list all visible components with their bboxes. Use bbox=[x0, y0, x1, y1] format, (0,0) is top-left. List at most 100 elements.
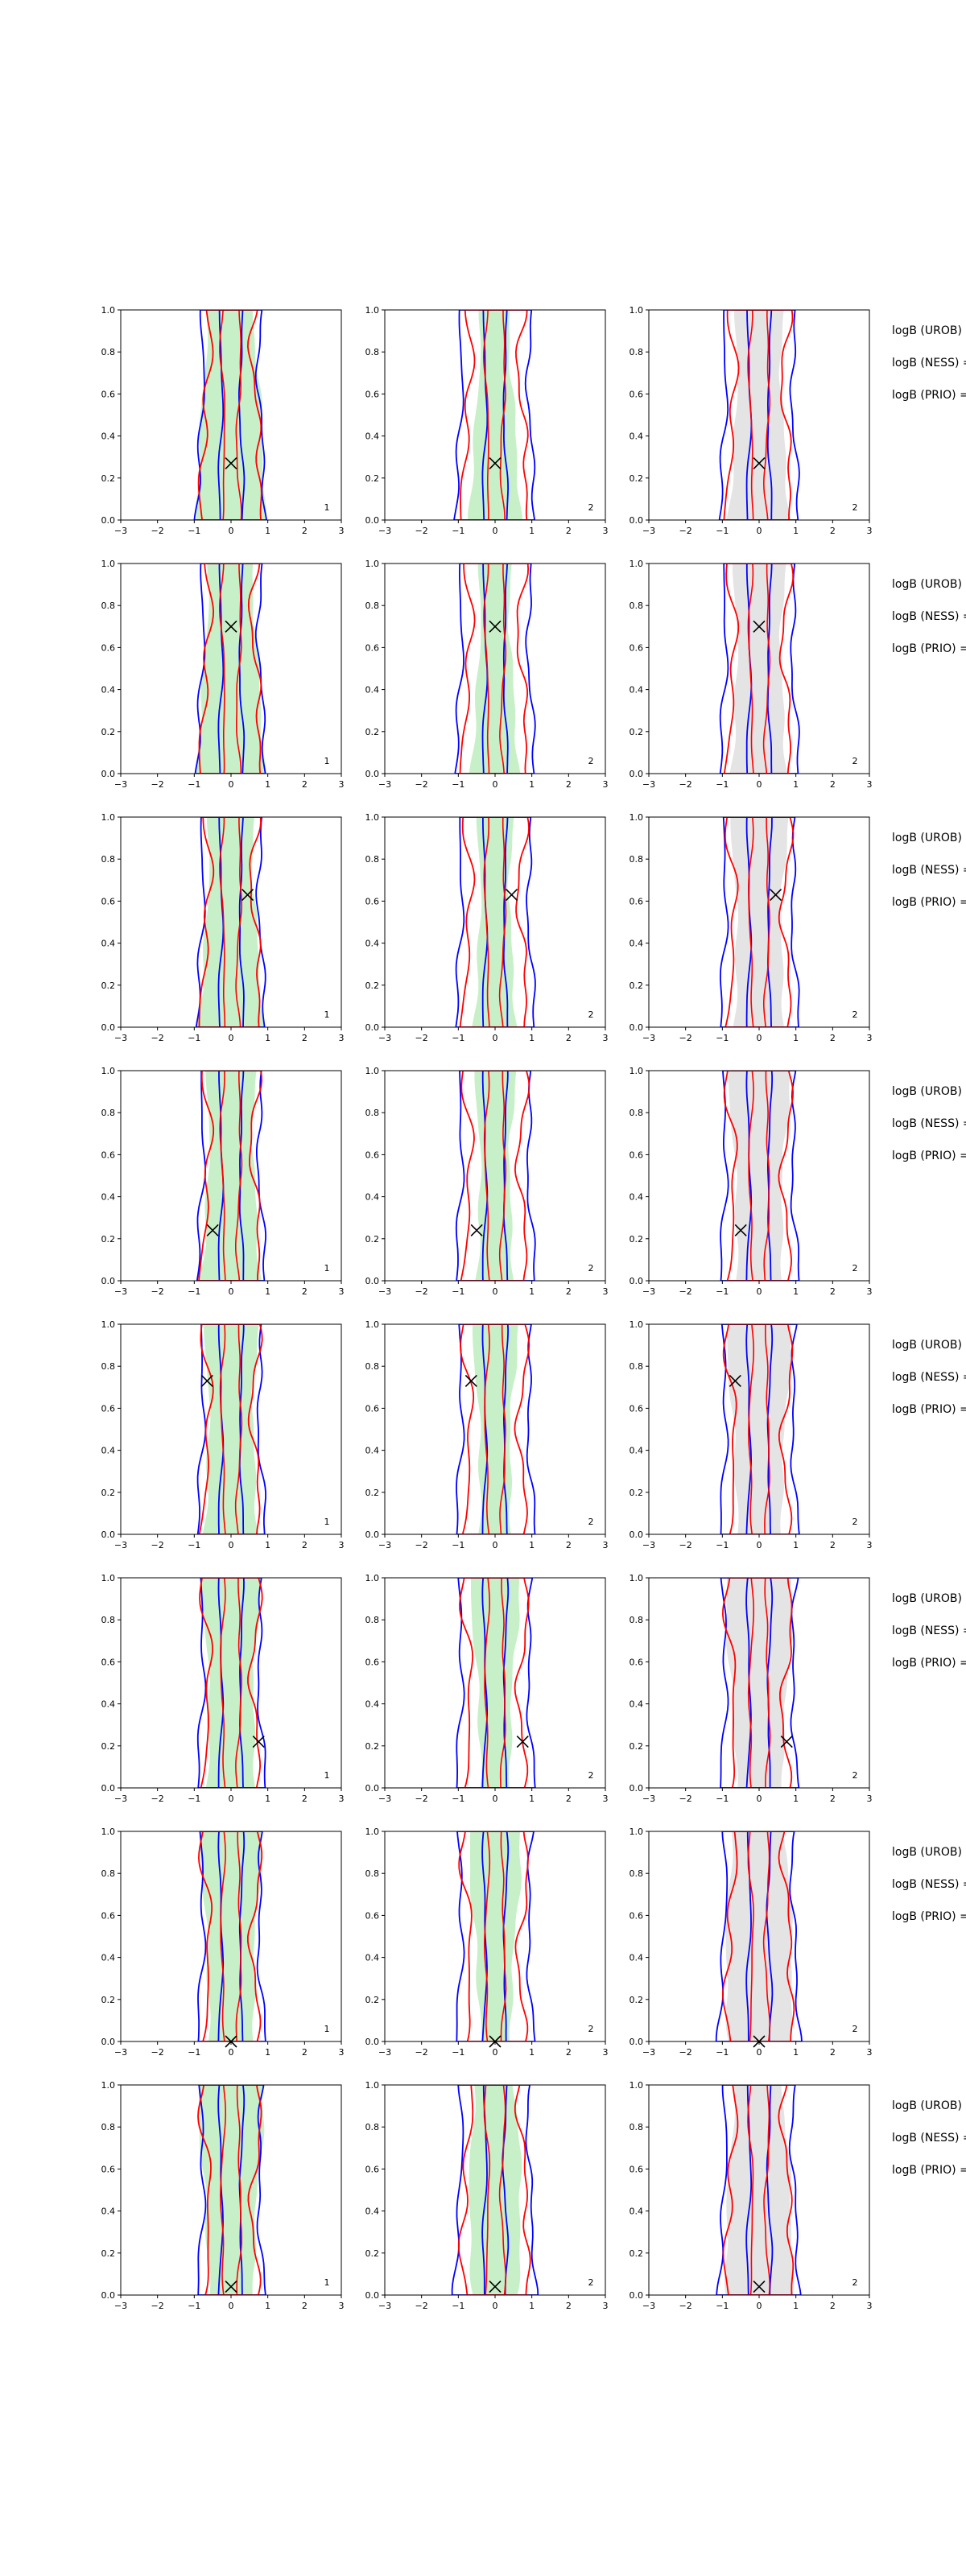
y-tick-label: 0.2 bbox=[365, 1741, 380, 1752]
x-tick-label: 0 bbox=[757, 1286, 762, 1297]
x-tick-label: −1 bbox=[716, 2047, 729, 2058]
red-outer-contour bbox=[722, 1324, 794, 1534]
blue-outer-contour bbox=[718, 310, 800, 520]
x-tick-label: −2 bbox=[679, 526, 692, 536]
x-tick-label: −2 bbox=[415, 526, 428, 536]
blue-outer-contour bbox=[720, 1578, 800, 1788]
panel-r4-c2: −3 −2 −1 0 1 2 3 0.0 0.2 0.4 0.6 0.8 1.0 2 bbox=[365, 1066, 609, 1297]
x-tick-label: 2 bbox=[566, 1286, 572, 1297]
x-tick-label: 2 bbox=[830, 1794, 836, 1804]
x-tick-label: −2 bbox=[151, 1033, 164, 1043]
x-tick-label: −2 bbox=[151, 526, 164, 536]
blue-inner-contour bbox=[745, 1831, 774, 2041]
side-label-1: logB (UROB) = bbox=[892, 324, 966, 337]
y-tick-label: 0.0 bbox=[630, 1530, 644, 1540]
x-tick-label: 0 bbox=[229, 526, 234, 536]
y-tick-label: 0.6 bbox=[630, 642, 644, 653]
blue-outer-contour bbox=[451, 2085, 539, 2295]
x-tick-label: 1 bbox=[265, 2301, 270, 2311]
y-tick-label: 0.0 bbox=[101, 769, 116, 779]
side-label-2: logB (NESS) = bbox=[892, 1117, 966, 1130]
x-tick-label: 0 bbox=[229, 2301, 234, 2311]
panel-r3-c1: −3 −2 −1 0 1 2 3 0.0 0.2 0.4 0.6 0.8 1.0 1 bbox=[101, 812, 345, 1043]
x-tick-label: −2 bbox=[151, 1794, 164, 1804]
panel-r8-c3: −3 −2 −1 0 1 2 3 0.0 0.2 0.4 0.6 0.8 1.0 2 bbox=[630, 2080, 873, 2311]
density-fill bbox=[196, 310, 266, 520]
panel-r3-c3: −3 −2 −1 0 1 2 3 0.0 0.2 0.4 0.6 0.8 1.0 2 bbox=[630, 812, 873, 1043]
blue-outer-contour bbox=[719, 564, 800, 774]
y-tick-label: 0.4 bbox=[365, 431, 380, 442]
red-inner-contour bbox=[748, 1071, 770, 1281]
x-tick-label: −3 bbox=[642, 1794, 655, 1804]
panel-annotation: 2 bbox=[852, 2024, 858, 2034]
x-tick-label: −3 bbox=[642, 526, 655, 536]
x-tick-label: 3 bbox=[867, 2301, 873, 2311]
blue-outer-contour bbox=[453, 310, 536, 520]
blue-outer-contour bbox=[197, 1831, 266, 2041]
y-tick-label: 1.0 bbox=[101, 1827, 116, 1837]
x-tick-label: −1 bbox=[188, 1033, 200, 1043]
x-tick-label: 3 bbox=[867, 526, 873, 536]
y-tick-label: 0.6 bbox=[101, 896, 116, 906]
y-tick-label: 0.2 bbox=[365, 1488, 380, 1498]
blue-outer-contour bbox=[193, 310, 268, 520]
red-inner-contour bbox=[219, 1071, 243, 1281]
red-outer-contour bbox=[460, 1071, 530, 1281]
density-fill bbox=[726, 310, 791, 520]
marker-x bbox=[753, 620, 766, 633]
x-tick-label: 2 bbox=[830, 2047, 836, 2058]
x-tick-label: −1 bbox=[452, 1033, 464, 1043]
x-tick-label: 1 bbox=[793, 1033, 799, 1043]
panel-annotation: 2 bbox=[852, 502, 858, 513]
y-tick-label: 0.6 bbox=[101, 1657, 116, 1667]
y-tick-label: 0.2 bbox=[630, 1995, 644, 2005]
density-fill bbox=[726, 1578, 794, 1788]
red-inner-contour bbox=[483, 817, 507, 1027]
density-fill bbox=[199, 2085, 265, 2295]
panel-row-3: −3 −2 −1 0 1 2 3 0.0 0.2 0.4 0.6 0.8 1.0 1 −3 −2 −1 0 1 2 3 0… bbox=[101, 812, 966, 1043]
x-tick-label: 0 bbox=[493, 1540, 498, 1550]
y-tick-label: 1.0 bbox=[630, 305, 644, 316]
panel-annotation: 2 bbox=[588, 1263, 594, 1274]
x-tick-label: 1 bbox=[793, 2301, 799, 2311]
blue-inner-contour bbox=[481, 817, 509, 1027]
x-tick-label: −1 bbox=[452, 526, 464, 536]
x-tick-label: 0 bbox=[229, 779, 234, 790]
blue-outer-contour bbox=[195, 817, 266, 1027]
marker-x bbox=[252, 1736, 265, 1748]
red-inner-contour bbox=[219, 310, 242, 520]
x-tick-label: 3 bbox=[339, 779, 345, 790]
y-tick-label: 0.8 bbox=[101, 1615, 116, 1625]
x-tick-label: −3 bbox=[642, 1286, 655, 1297]
blue-inner-contour bbox=[745, 310, 773, 520]
marker-x bbox=[206, 1224, 219, 1236]
panel-annotation: 2 bbox=[588, 2277, 594, 2288]
side-label-2: logB (NESS) = bbox=[892, 357, 966, 369]
x-tick-label: 1 bbox=[265, 1033, 270, 1043]
red-inner-contour bbox=[484, 1578, 506, 1788]
x-tick-label: 2 bbox=[830, 1540, 836, 1550]
x-tick-label: −2 bbox=[679, 1540, 692, 1550]
x-tick-label: 0 bbox=[493, 779, 498, 790]
y-tick-label: 1.0 bbox=[101, 559, 116, 569]
side-label-2: logB (NESS) = bbox=[892, 2132, 966, 2145]
red-inner-contour bbox=[220, 1831, 242, 2041]
y-tick-label: 0.2 bbox=[101, 1488, 116, 1498]
red-outer-contour bbox=[197, 2085, 262, 2295]
x-tick-label: −3 bbox=[378, 779, 391, 790]
red-outer-contour bbox=[198, 1071, 263, 1281]
y-tick-label: 0.0 bbox=[365, 2037, 380, 2047]
red-inner-contour bbox=[748, 1324, 770, 1534]
y-tick-label: 0.6 bbox=[365, 642, 380, 653]
panel-row-1: −3 −2 −1 0 1 2 3 0.0 0.2 0.4 0.6 0.8 1.0 1 −3 −2 −1 0 1 2 3 0… bbox=[101, 305, 966, 536]
blue-outer-contour bbox=[455, 1071, 536, 1281]
y-tick-label: 0.2 bbox=[101, 2248, 116, 2259]
y-tick-label: 0.2 bbox=[101, 1995, 116, 2005]
red-outer-contour bbox=[198, 564, 262, 774]
y-tick-label: 0.8 bbox=[101, 2122, 116, 2132]
x-tick-label: 2 bbox=[302, 1033, 308, 1043]
y-tick-label: 0.0 bbox=[101, 515, 116, 526]
panel-row-8: −3 −2 −1 0 1 2 3 0.0 0.2 0.4 0.6 0.8 1.0 1 −3 −2 −1 0 1 2 3 0… bbox=[101, 2080, 966, 2311]
marker-x bbox=[489, 2035, 502, 2048]
x-tick-label: −1 bbox=[188, 2047, 200, 2058]
